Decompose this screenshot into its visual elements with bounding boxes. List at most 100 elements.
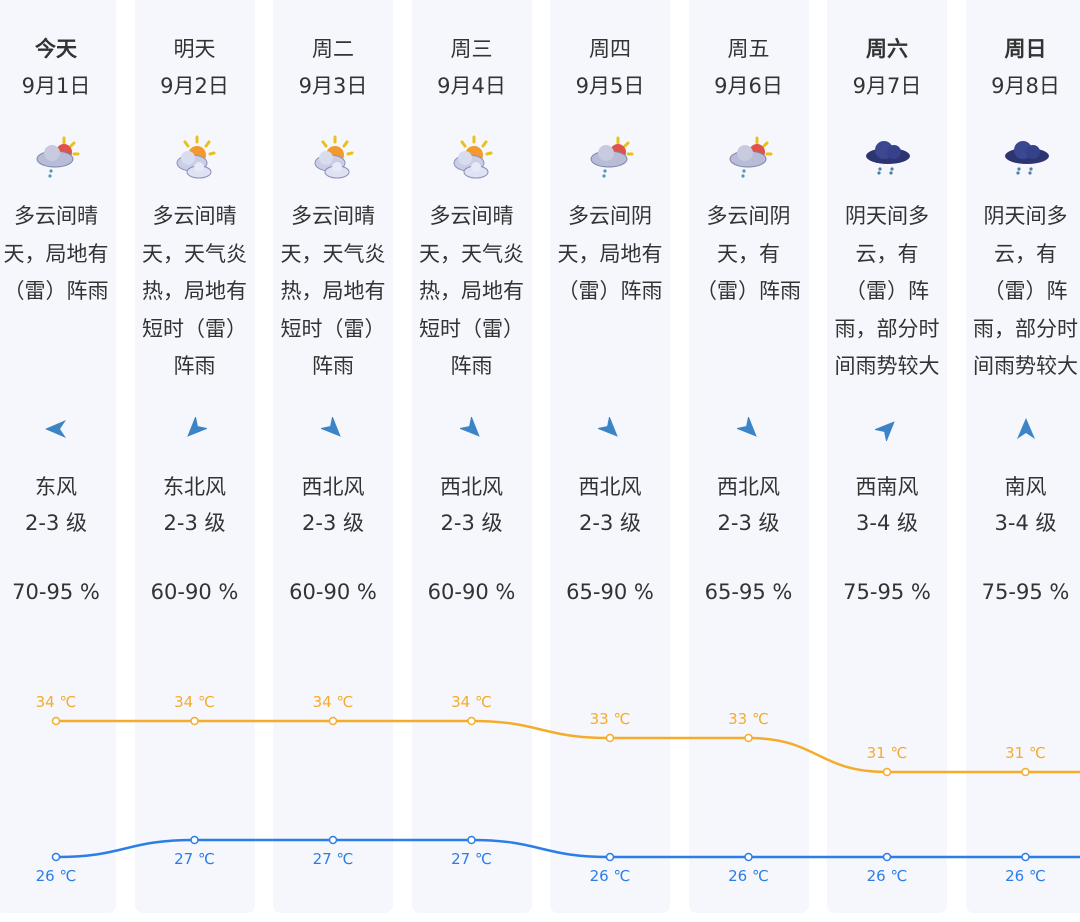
description-line: （雷）阵雨 (3, 279, 109, 303)
description-line: 短时（雷） (142, 316, 247, 341)
day-name: 周三 (450, 37, 493, 61)
low-temperature-label: 27 ℃ (451, 850, 492, 868)
high-temperature-line (56, 719, 1080, 774)
day-date: 9月8日 (991, 74, 1060, 98)
weather-description: 多云间晴天，局地有 （雷）阵雨 (0, 198, 125, 311)
description-line: 热，局地有 (280, 279, 386, 303)
high-temperature-label: 33 ℃ (728, 710, 769, 728)
high-temperature-point (1021, 767, 1030, 777)
weather-description: 多云间晴天，天气炎热，局地有短时（雷） 阵雨 (126, 198, 264, 386)
description-line: 热，局地有 (419, 279, 524, 303)
day-column[interactable]: 周四 9月5日 多云间阴 天，局地有 （雷）阵雨 西北风 2-3 级 65-90 % (541, 0, 679, 922)
high-temperature-label: 31 ℃ (867, 744, 908, 762)
description-line: 天，天气炎 (142, 241, 247, 266)
day-column[interactable]: 今天 9月1日 多云间晴 天，局地有 （雷）阵雨 东风 2-3 级 70-95 % (0, 0, 125, 922)
day-date: 9月1日 (21, 74, 91, 98)
humidity: 60-90 % (427, 580, 516, 604)
description-line: 多云间晴 (14, 204, 98, 228)
low-temperature-point (51, 852, 61, 862)
weather-description: 阴天间多 云，有 （雷）阵 雨，部分时 间雨势较大 (957, 198, 1080, 386)
high-temperature-point (744, 733, 753, 743)
wind-direction: 东风 (35, 475, 77, 499)
low-temperature-label: 26 ℃ (36, 867, 77, 885)
description-line: 短时（雷） (419, 316, 524, 341)
day-column[interactable]: 周二 9月3日 多云间晴 天，天气炎 热，局地有 短时（雷） 阵雨 西北风 2-3 级 60-9… (264, 0, 402, 922)
description-line: 阵雨 (450, 354, 493, 378)
high-temperature-label: 34 ℃ (174, 693, 215, 711)
low-temperature-point (605, 852, 615, 862)
description-line: 阵雨 (312, 354, 354, 378)
day-name: 周四 (589, 37, 631, 61)
day-column[interactable]: 周三 9月4日 多云间晴 天，天气炎 热，局地有 短时（雷） 阵雨 西北风 2-3 级 60-9… (403, 0, 541, 922)
wind-direction-arrow-icon (319, 415, 345, 441)
cloud-sun-rain-icon (31, 134, 83, 186)
humidity: 65-90 % (566, 580, 654, 604)
description-line: 天，局地有 (557, 241, 663, 266)
high-temperature-label: 31 ℃ (1005, 744, 1046, 762)
description-line: 雨，部分时 (973, 316, 1078, 341)
dark-cloud-rain-icon (862, 134, 914, 186)
description-line: 云，有 (855, 241, 919, 266)
weather-description: 多云间晴 天，天气炎 热，局地有 短时（雷） 阵雨 (264, 198, 402, 386)
description-line: 天，有 (717, 241, 780, 266)
partly-cloudy-sun-icon (308, 134, 360, 186)
low-temperature-point (882, 852, 892, 862)
wind-direction-arrow-icon (873, 417, 899, 443)
humidity: 75-95 % (981, 580, 1070, 604)
day-name: 周五 (727, 37, 770, 61)
day-date: 9月3日 (298, 74, 368, 98)
day-column[interactable]: 明天 9月2日 多云间晴 天，天气炎 热，局地有 短时（雷） 阵雨 东北风 2-3 级 60-9… (126, 0, 264, 922)
description-line: 阴天间多 (983, 204, 1068, 228)
wind-direction: 西北风 (301, 475, 365, 499)
wind-direction-arrow-icon (183, 415, 208, 441)
low-temperature-point (190, 835, 199, 845)
wind-direction-arrow-icon (596, 415, 622, 441)
low-temperature-point (1021, 852, 1030, 862)
low-temperature-point (744, 852, 753, 862)
high-temperature-label: 34 ℃ (313, 693, 354, 711)
dark-cloud-rain-icon (1001, 134, 1053, 186)
high-temperature-point (190, 716, 199, 726)
day-column[interactable]: 周日 9月8日 阴天间多 云，有 （雷）阵 雨，部分时 间雨势较大 南风 3-4 级 75-95… (957, 0, 1080, 922)
description-line: 多云间晴 (291, 204, 375, 228)
high-temperature-point (51, 716, 61, 726)
high-temperature-point (467, 716, 476, 726)
wind-level: 2-3 级 (579, 511, 641, 535)
description-line: 阵雨 (173, 354, 216, 378)
wind-level: 3-4 级 (994, 511, 1057, 535)
description-line: 多云间阴 (568, 204, 652, 228)
day-date: 9月7日 (852, 74, 922, 98)
description-line: （雷）阵雨 (696, 279, 801, 303)
day-name: 今天 (35, 37, 77, 61)
description-line: 天，局地有 (3, 241, 109, 266)
day-date: 9月2日 (160, 74, 229, 98)
wind-level: 2-3 级 (163, 511, 226, 535)
day-name: 周日 (1004, 37, 1047, 61)
low-temperature-point (467, 835, 476, 845)
description-line: 阴天间多 (845, 204, 929, 228)
description-line: （雷）阵 (983, 279, 1068, 303)
description-line: 热，局地有 (142, 279, 247, 303)
partly-cloudy-sun-icon (170, 134, 222, 186)
wind-level: 2-3 级 (440, 511, 503, 535)
day-column[interactable]: 周六 9月7日 阴天间多 云，有 （雷）阵 雨，部分时 间雨势较大 西南风 3-4 级 75-9… (818, 0, 956, 922)
wind-level: 2-3 级 (25, 511, 87, 535)
high-temperature-point (605, 733, 615, 743)
wind-level: 2-3 级 (302, 511, 364, 535)
description-line: 多云间阴 (706, 204, 791, 228)
wind-direction: 西北风 (578, 475, 642, 499)
day-name: 周二 (312, 37, 354, 61)
description-line: 间雨势较大 (973, 354, 1078, 378)
description-line: 天，天气炎 (419, 241, 524, 266)
description-line: （雷）阵雨 (557, 279, 663, 303)
weather-description: 多云间晴 天，天气炎 热，局地有 短时（雷） 阵雨 (403, 198, 541, 386)
description-line: 多云间晴 (152, 204, 237, 228)
cloud-sun-rain-icon (585, 134, 637, 186)
wind-level: 2-3 级 (717, 511, 780, 535)
day-column[interactable]: 周五 9月6日 多云间阴 天，有 （雷）阵雨 西北风 2-3 级 65-95 % (680, 0, 818, 922)
day-date: 9月4日 (437, 74, 506, 98)
low-temperature-label: 26 ℃ (590, 867, 631, 885)
weather-description: 阴天间多 云，有 （雷）阵 雨，部分时 间雨势较大 (818, 198, 956, 386)
high-temperature-label: 33 ℃ (590, 710, 631, 728)
